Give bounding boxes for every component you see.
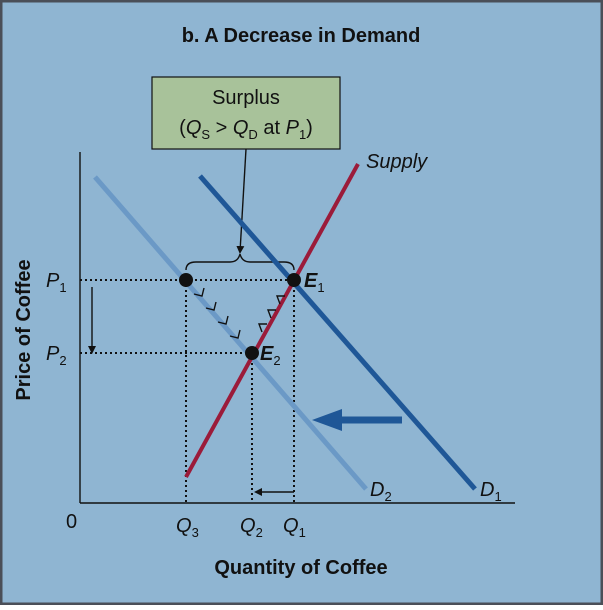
supply-label: Supply bbox=[366, 151, 428, 173]
y-axis-title: Price of Coffee bbox=[13, 259, 35, 400]
equilibrium-point-e2 bbox=[245, 346, 259, 360]
d1-label: D1 bbox=[480, 479, 502, 504]
surplus-condition: (QS > QD at P1) bbox=[179, 117, 313, 142]
x-axis-title: Quantity of Coffee bbox=[214, 557, 387, 579]
p2-tick-label: P2 bbox=[46, 343, 67, 368]
surplus-pointer-arrow bbox=[236, 148, 247, 254]
supply-curve bbox=[184, 163, 360, 478]
p1-tick-label: P1 bbox=[46, 270, 67, 295]
surplus-point-q3 bbox=[179, 273, 193, 287]
equilibrium-point-e1 bbox=[287, 273, 301, 287]
e1-label: E1 bbox=[304, 270, 325, 295]
diagram-title: b. A Decrease in Demand bbox=[182, 25, 421, 47]
q3-tick-label: Q3 bbox=[176, 515, 199, 540]
demand-shift-arrow bbox=[312, 409, 402, 431]
q2-tick-label: Q2 bbox=[240, 515, 263, 540]
q1-tick-label: Q1 bbox=[283, 515, 306, 540]
d2-label: D2 bbox=[370, 479, 392, 504]
e2-label: E2 bbox=[260, 343, 281, 368]
origin-label: 0 bbox=[66, 511, 77, 533]
demand-curve-d2 bbox=[93, 175, 368, 491]
surplus-brace bbox=[185, 253, 295, 271]
surplus-label: Surplus bbox=[212, 87, 280, 109]
adjustment-markers bbox=[193, 287, 285, 339]
demand-curve-d1 bbox=[198, 174, 477, 491]
surplus-box bbox=[151, 76, 341, 150]
